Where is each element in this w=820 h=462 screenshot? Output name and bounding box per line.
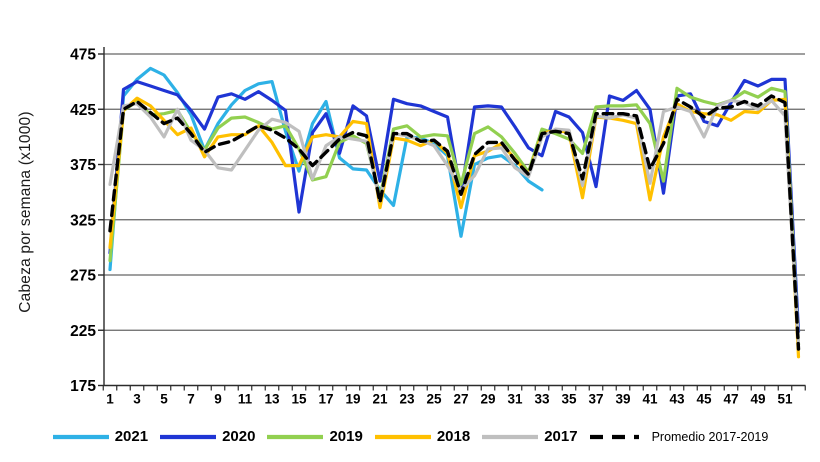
legend-swatch-2017 xyxy=(482,434,539,439)
legend-swatch-2021 xyxy=(52,434,109,439)
x-tick-label: 43 xyxy=(669,392,685,407)
x-tick-label: 27 xyxy=(453,392,468,407)
legend: 2021 2020 2019 2018 2017 Promedio 2017-2019 xyxy=(0,428,820,445)
x-tick-label: 15 xyxy=(291,392,307,407)
y-tick-label: 425 xyxy=(70,102,96,119)
legend-item-promedio-2017-2019: Promedio 2017-2019 xyxy=(589,429,769,444)
x-tick-label: 39 xyxy=(615,392,630,407)
x-tick-label: 45 xyxy=(696,392,712,407)
legend-item-2019: 2019 xyxy=(266,428,363,445)
legend-swatch-2019 xyxy=(267,434,324,439)
legend-item-2021: 2021 xyxy=(52,428,148,445)
x-tick-label: 11 xyxy=(238,392,253,407)
x-tick-label: 37 xyxy=(588,392,603,407)
legend-label: 2017 xyxy=(544,428,578,445)
x-tick-label: 29 xyxy=(480,392,495,407)
y-tick-label: 225 xyxy=(70,323,96,340)
y-tick-label: 375 xyxy=(70,157,96,174)
x-tick-label: 7 xyxy=(187,392,195,407)
legend-label: 2018 xyxy=(436,428,471,445)
y-tick-label: 325 xyxy=(70,212,96,229)
x-tick-label: 51 xyxy=(777,392,793,407)
x-tick-label: 49 xyxy=(750,392,765,407)
x-tick-label: 3 xyxy=(133,392,141,407)
legend-label: 2021 xyxy=(114,428,149,445)
legend-swatch-promedio-2017-2019 xyxy=(589,434,639,439)
legend-item-2017: 2017 xyxy=(481,428,578,445)
x-tick-label: 31 xyxy=(507,392,523,407)
y-tick-label: 175 xyxy=(70,378,96,395)
legend-swatch-2018 xyxy=(374,434,431,439)
x-tick-label: 5 xyxy=(160,392,168,407)
x-tick-label: 41 xyxy=(642,392,658,407)
x-tick-label: 19 xyxy=(345,392,360,407)
x-tick-label: 9 xyxy=(214,392,222,407)
x-tick-label: 47 xyxy=(723,392,738,407)
legend-label: Promedio 2017-2019 xyxy=(651,429,769,444)
x-tick-label: 13 xyxy=(264,392,280,407)
x-tick-label: 35 xyxy=(561,392,577,407)
legend-swatch-2020 xyxy=(160,434,217,439)
legend-label: 2020 xyxy=(222,428,256,445)
x-tick-label: 17 xyxy=(318,392,333,407)
x-tick-label: 33 xyxy=(534,392,550,407)
y-tick-label: 275 xyxy=(70,268,96,285)
series-line-promedio-2017-2019 xyxy=(108,94,801,351)
series-line-2019 xyxy=(108,86,801,347)
y-tick-label: 475 xyxy=(70,47,96,64)
x-tick-label: 21 xyxy=(372,392,388,407)
x-tick-label: 23 xyxy=(399,392,415,407)
legend-item-2018: 2018 xyxy=(374,428,470,445)
legend-item-2020: 2020 xyxy=(159,428,255,445)
x-tick-label: 25 xyxy=(426,392,442,407)
x-tick-label: 1 xyxy=(106,392,114,407)
legend-label: 2019 xyxy=(329,428,363,445)
